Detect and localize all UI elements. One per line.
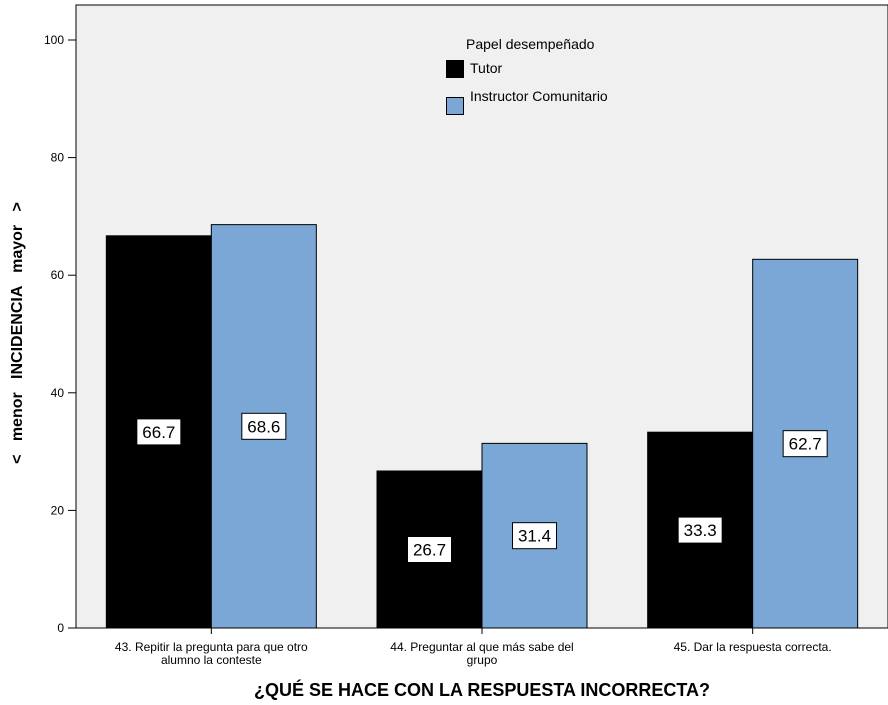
y-axis: 0 20 40 60 80 100	[44, 33, 76, 635]
legend-label-instructor: Instructor Comunitario	[470, 88, 608, 104]
data-label-text: 66.7	[142, 423, 175, 442]
data-label-text: 62.7	[789, 435, 822, 454]
legend-title: Papel desempeñado	[466, 36, 595, 52]
data-label: 26.7	[407, 536, 452, 564]
legend-label-tutor: Tutor	[470, 60, 503, 76]
data-label-text: 26.7	[413, 541, 446, 560]
bar	[376, 470, 483, 629]
category-label-line: 43. Repitir la pregunta para que otro	[114, 640, 308, 654]
category-label: 43. Repitir la pregunta para que otro alu…	[76, 641, 346, 667]
data-labels: 66.7 68.6 26.7 31.4 33.3 62.7	[136, 412, 828, 564]
x-axis-title: ¿QUÉ SE HACE CON LA RESPUESTA INCORRECTA…	[253, 680, 711, 700]
data-label: 33.3	[677, 516, 723, 544]
data-label-text: 33.3	[684, 521, 717, 540]
data-label-box	[512, 522, 557, 550]
category-label-line: 44. Preguntar al que más sabe del	[390, 640, 574, 654]
data-label: 66.7	[136, 418, 182, 446]
data-label-text: 68.6	[247, 417, 280, 436]
data-label-box	[782, 430, 828, 458]
data-label: 62.7	[782, 430, 828, 458]
data-label: 68.6	[241, 412, 287, 440]
legend-swatch-tutor	[446, 60, 464, 78]
data-label-box	[407, 536, 452, 564]
category-label: 45. Dar la respuesta correcta.	[618, 641, 888, 654]
category-label-line: alumno la conteste	[160, 653, 262, 667]
data-label-box	[241, 412, 287, 440]
legend-swatch-instructor	[446, 97, 464, 115]
y-tick-label: 80	[51, 151, 65, 165]
data-label-box	[677, 516, 723, 544]
data-label: 31.4	[512, 522, 557, 550]
y-tick-label: 60	[51, 268, 65, 282]
y-tick-label: 40	[51, 386, 65, 400]
data-label-box	[136, 418, 182, 446]
y-axis-title: < menor INCIDENCIA mayor >	[9, 202, 26, 464]
y-tick-label: 100	[44, 33, 64, 47]
category-label: 44. Preguntar al que más sabe del grupo	[347, 641, 617, 667]
y-tick-label: 20	[51, 503, 65, 517]
category-label-line: grupo	[466, 653, 498, 667]
category-label-line: 45. Dar la respuesta correcta.	[673, 640, 832, 654]
data-label-text: 31.4	[518, 527, 551, 546]
y-tick-label: 0	[57, 621, 64, 635]
